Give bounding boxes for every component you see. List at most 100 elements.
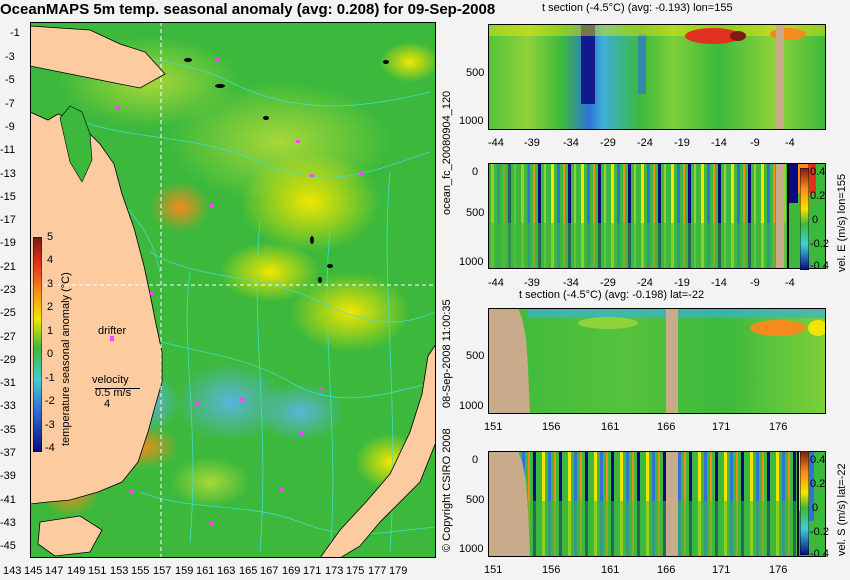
section1-xtick: -9 <box>750 137 760 149</box>
anomaly-map <box>30 22 436 558</box>
section4-ytick: 1000 <box>459 543 484 555</box>
map-colorbar-label: temperature seasonal anomaly (°C) <box>60 272 72 446</box>
section1-ytick: 500 <box>466 67 485 79</box>
map-ytick: -45 <box>0 540 16 552</box>
map-ytick: -33 <box>0 400 16 412</box>
map-ytick: -9 <box>5 121 15 133</box>
map-title: OceanMAPS 5m temp. seasonal anomaly (avg… <box>0 1 496 18</box>
gulf-carpentaria <box>59 105 93 183</box>
section1-xtick: -4 <box>785 137 795 149</box>
section2-colorbar-tick: -0.2 <box>810 238 829 250</box>
map-ytick: -19 <box>0 237 16 249</box>
section4-plot <box>488 451 798 557</box>
map-ytick: -3 <box>5 51 15 63</box>
timestamp-label: 08-Sep-2008 11:00:35 <box>441 299 453 408</box>
drifter-markers <box>110 58 364 525</box>
map-xtick: 175 <box>346 565 365 577</box>
new-guinea-land <box>30 25 166 89</box>
map-xtick: 161 <box>196 565 215 577</box>
tasmania-land <box>37 515 103 557</box>
section1-plot <box>488 24 826 130</box>
section2-colorbar <box>800 168 809 270</box>
map-xtick: 149 <box>67 565 86 577</box>
section4-xtick: 161 <box>601 564 620 576</box>
map-xtick: 177 <box>368 565 387 577</box>
section4-colorbar-tick: 0.2 <box>810 478 826 490</box>
run-id-label: ocean_fc_20080904_120 <box>441 90 453 215</box>
section2-xtick: -39 <box>524 277 540 289</box>
section2-xtick: -24 <box>637 277 653 289</box>
map-xtick: 169 <box>282 565 301 577</box>
velocity-scale: 4 <box>104 398 111 410</box>
section2-xtick: -19 <box>674 277 690 289</box>
section4-colorbar <box>800 451 809 555</box>
map-ytick: -13 <box>0 168 16 180</box>
section3-xtick: 166 <box>657 421 676 433</box>
map-ytick: -5 <box>5 74 15 86</box>
section2-xtick: -44 <box>488 277 504 289</box>
map-ytick: -11 <box>0 144 16 156</box>
velocity-arrow <box>95 388 140 389</box>
section4-colorbar-tick: 0 <box>812 502 819 514</box>
section4-colorbar-tick: 0.4 <box>810 454 826 466</box>
map-xtick: 147 <box>45 565 64 577</box>
section1-xtick: -29 <box>600 137 616 149</box>
map-colorbar-tick: 1 <box>47 325 54 337</box>
map-colorbar-tick: 4 <box>47 254 54 266</box>
map-ytick: -35 <box>0 424 16 436</box>
map-ytick: -37 <box>0 447 16 459</box>
map-colorbar-tick: 5 <box>47 231 54 243</box>
map-colorbar-tick: -1 <box>45 372 55 384</box>
map-ytick: -7 <box>5 98 15 110</box>
section3-xtick: 171 <box>712 421 731 433</box>
map-xtick: 179 <box>389 565 408 577</box>
section4-ytick: 0 <box>472 454 479 466</box>
map-ytick: -21 <box>0 261 16 273</box>
section2-xtick: -29 <box>600 277 616 289</box>
section2-colorbar-tick: -0.4 <box>810 260 829 272</box>
section2-ytick: 0 <box>472 166 479 178</box>
map-xtick: 173 <box>325 565 344 577</box>
map-xtick: 159 <box>175 565 194 577</box>
map-xtick: 157 <box>153 565 172 577</box>
map-ytick: -27 <box>0 331 16 343</box>
map-ytick: -31 <box>0 377 16 389</box>
section2-plot <box>488 163 788 269</box>
section2-colorbar-tick: 0 <box>812 214 819 226</box>
section3-xtick: 151 <box>484 421 503 433</box>
section1-xtick: -44 <box>488 137 504 149</box>
map-colorbar-tick: -4 <box>45 442 55 454</box>
map-xtick: 163 <box>217 565 236 577</box>
drifter-legend-marker <box>110 336 114 339</box>
section4-xtick: 151 <box>484 564 503 576</box>
map-ytick: -23 <box>0 284 16 296</box>
section1-ytick: 1000 <box>459 115 484 127</box>
map-ytick: -15 <box>0 191 16 203</box>
map-ytick: -41 <box>0 494 16 506</box>
section1-title: t section (-4.5°C) (avg: -0.193) lon=155 <box>542 2 733 14</box>
new-zealand-land <box>319 343 436 558</box>
map-xtick: 165 <box>239 565 258 577</box>
map-colorbar-tick: -2 <box>45 395 55 407</box>
section4-xtick: 156 <box>542 564 561 576</box>
section2-ytick: 500 <box>466 207 485 219</box>
map-xtick: 155 <box>131 565 150 577</box>
section2-xtick: -4 <box>785 277 795 289</box>
map-xtick: 167 <box>260 565 279 577</box>
section4-colorbar-tick: -0.4 <box>810 548 829 560</box>
section2-colorbar-tick: 0.4 <box>810 166 826 178</box>
map-xtick: 153 <box>110 565 129 577</box>
map-colorbar-tick: 3 <box>47 278 54 290</box>
map-ytick: -39 <box>0 470 16 482</box>
section4-colorbar-label: vel. S (m/s) lat=-22 <box>836 463 848 556</box>
section4-ytick: 500 <box>466 494 485 506</box>
map-xtick: 145 <box>24 565 43 577</box>
section1-xtick: -19 <box>674 137 690 149</box>
section2-xtick: -9 <box>750 277 760 289</box>
section3-plot <box>488 308 826 414</box>
section1-xtick: -39 <box>524 137 540 149</box>
section3-ytick: 1000 <box>459 400 484 412</box>
section2-colorbar-tick: 0.2 <box>810 190 826 202</box>
section2-xtick: -34 <box>563 277 579 289</box>
section3-ytick: 500 <box>466 350 485 362</box>
